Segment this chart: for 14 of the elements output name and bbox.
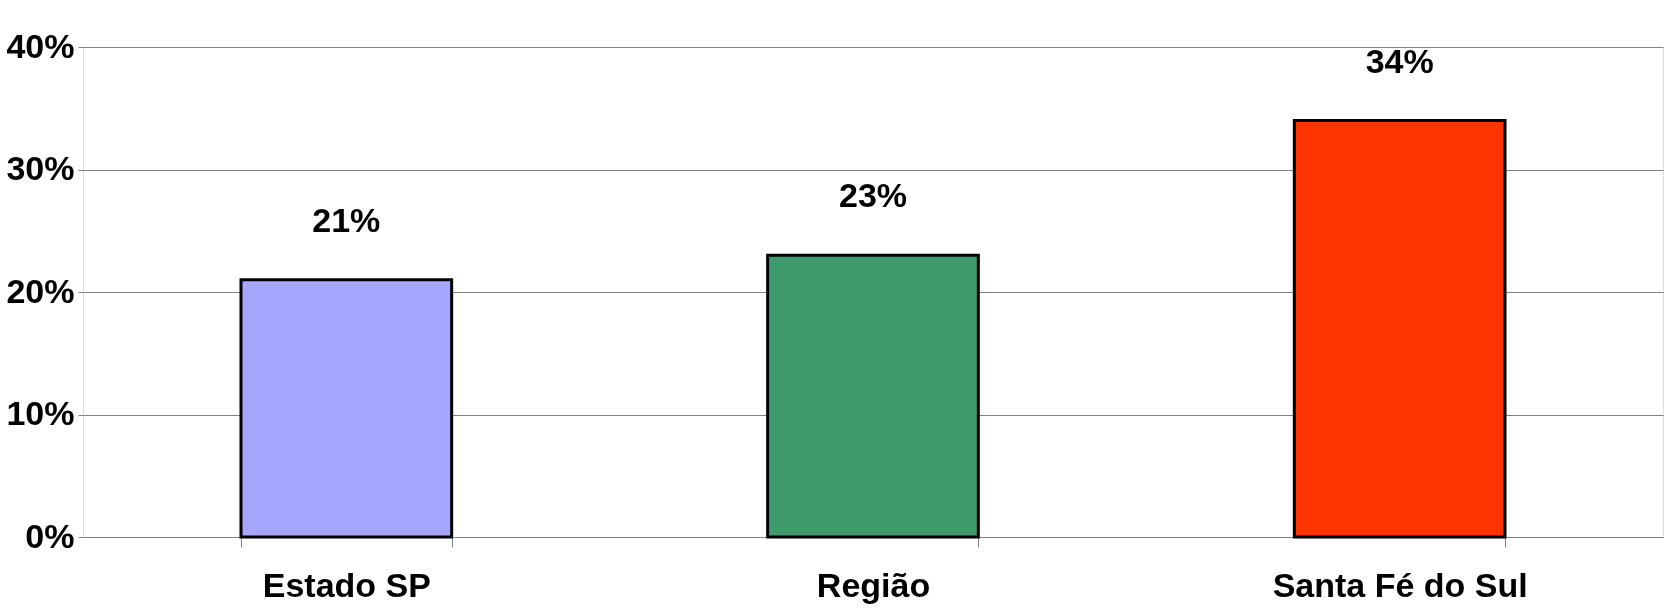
x-tick-label: Região [816, 565, 931, 604]
y-tick-label: 10% [6, 394, 75, 432]
bar [766, 253, 980, 539]
x-tick-label: Santa Fé do Sul [1272, 565, 1528, 604]
data-label: 34% [1365, 41, 1434, 80]
bar [1292, 119, 1507, 539]
y-tick-label: 40% [6, 26, 75, 65]
data-label: 21% [312, 200, 381, 239]
y-tick-label: 20% [6, 271, 75, 310]
bar [239, 278, 454, 539]
x-tick-label: Estado SP [262, 565, 431, 604]
y-tick-label: 30% [6, 149, 75, 187]
data-label: 23% [838, 176, 908, 215]
y-tick-label: 0% [25, 516, 75, 555]
